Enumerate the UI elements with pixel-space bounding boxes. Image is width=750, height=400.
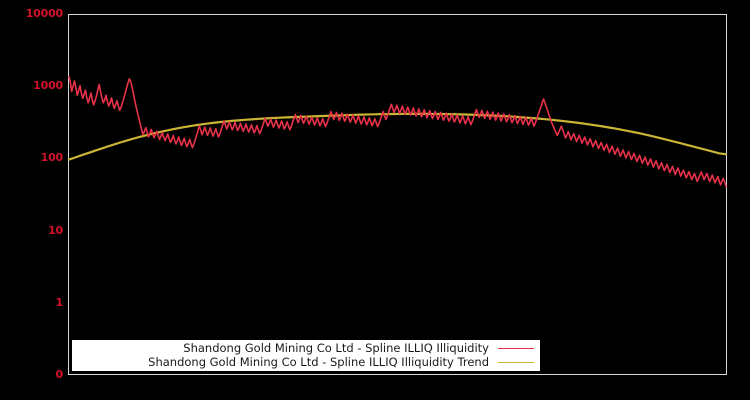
- plot-area-border: [68, 14, 727, 375]
- y-tick-10000: 10000: [25, 7, 63, 20]
- legend: Shandong Gold Mining Co Ltd - Spline ILL…: [72, 340, 540, 371]
- series-group: [67, 75, 728, 188]
- y-tick-1: 1: [55, 296, 64, 309]
- illiquidity-line: [68, 75, 727, 188]
- y-tick-100: 100: [40, 151, 64, 164]
- y-tick-1000: 1000: [33, 79, 63, 92]
- y-tick-10: 10: [48, 224, 63, 237]
- legend-swatch-trend: [498, 362, 534, 363]
- legend-entry-trend: Shandong Gold Mining Co Ltd - Spline ILL…: [148, 356, 536, 369]
- legend-label-trend: Shandong Gold Mining Co Ltd - Spline ILL…: [148, 355, 489, 369]
- legend-swatch-illiquidity: [498, 348, 534, 349]
- legend-label-illiquidity: Shandong Gold Mining Co Ltd - Spline ILL…: [183, 341, 489, 355]
- legend-entry-illiquidity: Shandong Gold Mining Co Ltd - Spline ILL…: [183, 342, 536, 355]
- y-tick-0: 0: [55, 368, 64, 381]
- trend-line: [67, 112, 728, 161]
